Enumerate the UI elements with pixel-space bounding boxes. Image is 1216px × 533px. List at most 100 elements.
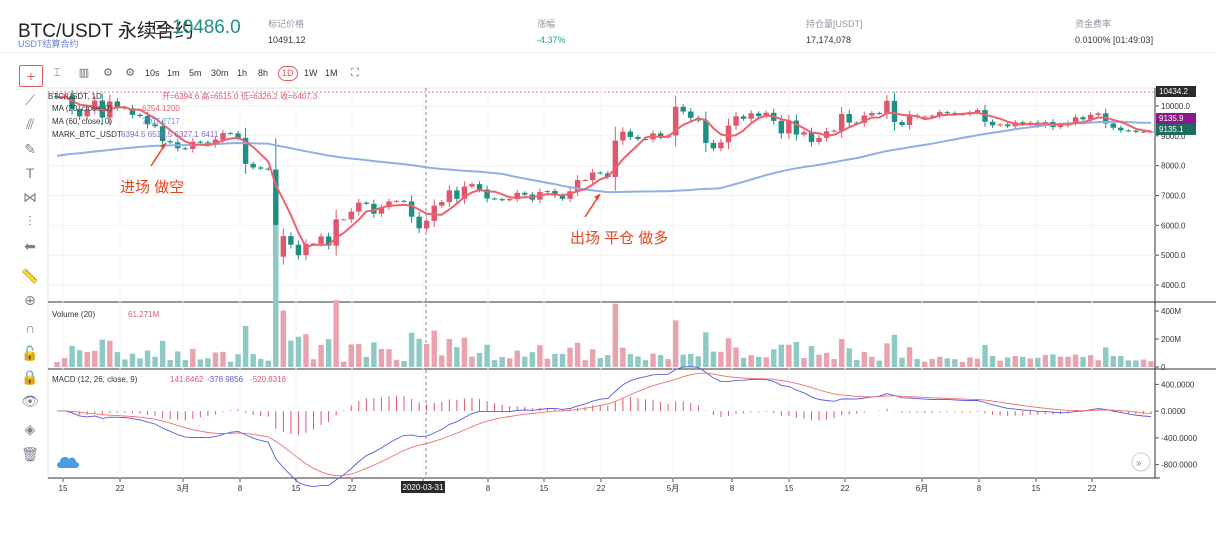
candle-body: [1133, 130, 1139, 132]
candle-body: [582, 179, 588, 181]
time-tick-label: 22: [597, 484, 606, 493]
volume-bar: [823, 352, 830, 367]
price-tag: 9135.9: [1159, 114, 1184, 123]
eye-icon[interactable]: 👁: [21, 393, 39, 409]
change-value: -4.37%: [537, 35, 566, 45]
crosshair-icon[interactable]: +: [19, 65, 43, 87]
macd-tick-label: 400.0000: [1161, 380, 1195, 389]
candle-body: [876, 113, 883, 115]
volume-bar: [1020, 356, 1026, 367]
timeframe-1m[interactable]: 1m: [167, 68, 180, 78]
volume-bar: [1118, 355, 1124, 367]
ruler-icon[interactable]: 📏: [21, 268, 39, 284]
chart-settings-icon[interactable]: ⚙: [125, 67, 135, 79]
timeframe-1d[interactable]: 1D: [278, 66, 298, 81]
time-tick-label: 15: [785, 484, 794, 493]
trend-line-icon[interactable]: ⟋: [25, 92, 35, 108]
scroll-right-button[interactable]: [1131, 452, 1151, 472]
zoom-in-icon[interactable]: ⊕: [24, 292, 36, 308]
candle-body: [288, 236, 294, 245]
volume-bar: [559, 353, 566, 367]
candle-body: [182, 148, 188, 150]
lock-icon[interactable]: 🔒: [21, 369, 39, 385]
volume-bar: [491, 360, 498, 367]
volume-bar: [899, 357, 905, 367]
timeframe-5m[interactable]: 5m: [189, 68, 202, 78]
volume-bar: [612, 303, 619, 367]
timeframe-8h[interactable]: 8h: [258, 68, 269, 78]
volume-bar: [620, 347, 626, 367]
timeframe-10s[interactable]: 10s: [145, 68, 160, 78]
candle-body: [454, 190, 460, 199]
candle-body: [92, 100, 98, 110]
volume-bar: [288, 340, 294, 367]
volume-bar: [273, 224, 279, 367]
settings-gear-icon[interactable]: ⚙: [103, 67, 113, 79]
layers-icon[interactable]: ◈: [24, 421, 36, 437]
candle-body: [929, 115, 935, 117]
symbol-dropdown-icon[interactable]: [154, 21, 167, 34]
fullscreen-icon[interactable]: ⛶: [351, 67, 359, 79]
candle-body: [280, 236, 287, 257]
timeframe-1month[interactable]: 1M: [325, 68, 338, 78]
time-tick-label: 22: [116, 484, 125, 493]
volume-bar: [997, 360, 1003, 367]
pattern-tool-icon[interactable]: ⋈: [23, 189, 37, 205]
indicators-icon[interactable]: ▥: [78, 67, 90, 79]
volume-bar: [959, 361, 966, 367]
price-tag-bg: [1156, 124, 1196, 135]
volume-bar: [801, 358, 807, 367]
volume-bar: [499, 357, 505, 367]
volume-bar: [589, 349, 596, 367]
measure-tool-icon[interactable]: ⫶: [28, 213, 32, 229]
candle-body: [152, 124, 158, 127]
candle-body: [416, 216, 422, 229]
volume-bar: [786, 344, 792, 367]
legend-macd: MACD (12, 26, close, 9): [52, 375, 138, 384]
volume-bar: [748, 355, 754, 367]
candle-body: [220, 133, 226, 140]
text-tool-icon[interactable]: T: [25, 165, 35, 181]
timeframe-1h[interactable]: 1h: [237, 68, 248, 78]
volume-bar: [1072, 354, 1079, 367]
trash-icon[interactable]: 🗑: [21, 446, 39, 462]
volume-bar: [884, 343, 890, 367]
candle-body: [567, 191, 573, 199]
price-tag: 9135.1: [1159, 125, 1184, 134]
cloud-icon[interactable]: [57, 457, 79, 468]
time-tick-label: 22: [348, 484, 357, 493]
candle-body: [99, 100, 105, 118]
lock-drawing-icon[interactable]: 🔓: [21, 345, 39, 361]
timeframe-1w[interactable]: 1W: [304, 68, 318, 78]
volume-bar: [1087, 355, 1094, 367]
candle-body: [303, 243, 309, 256]
timeframe-30m[interactable]: 30m: [211, 68, 229, 78]
candle-body: [937, 112, 943, 116]
candle-body: [333, 219, 339, 246]
volume-bar: [537, 345, 543, 367]
volume-bar: [793, 342, 800, 367]
volume-bar: [1065, 356, 1071, 367]
volume-bar: [303, 334, 309, 367]
magnet-icon[interactable]: ∩: [24, 320, 36, 336]
price-tick-label: 9000.0: [1161, 132, 1186, 141]
pitchfork-icon[interactable]: ⫻: [25, 116, 35, 132]
candle-body: [114, 101, 121, 108]
back-arrow-icon[interactable]: ⬅: [24, 238, 36, 254]
brush-icon[interactable]: ✎: [24, 141, 36, 157]
volume-bar: [257, 358, 264, 367]
candle-body: [627, 131, 634, 137]
bar-style-icon[interactable]: ⌶: [53, 67, 61, 79]
volume-bar: [816, 354, 822, 367]
candle-body: [544, 191, 551, 193]
volume-bar: [982, 344, 988, 367]
price-tick-label: 8000.0: [1161, 162, 1186, 171]
legend-ohlc: 开=6394.6 高=6515.0 低=6326.2 收=6407.3: [162, 91, 318, 101]
volume-bar: [265, 360, 271, 367]
volume-bar: [914, 358, 920, 367]
volume-bar: [514, 350, 520, 367]
volume-bar: [69, 345, 75, 367]
scroll-right-icon[interactable]: »: [1136, 458, 1142, 469]
candle-body: [1140, 131, 1147, 133]
